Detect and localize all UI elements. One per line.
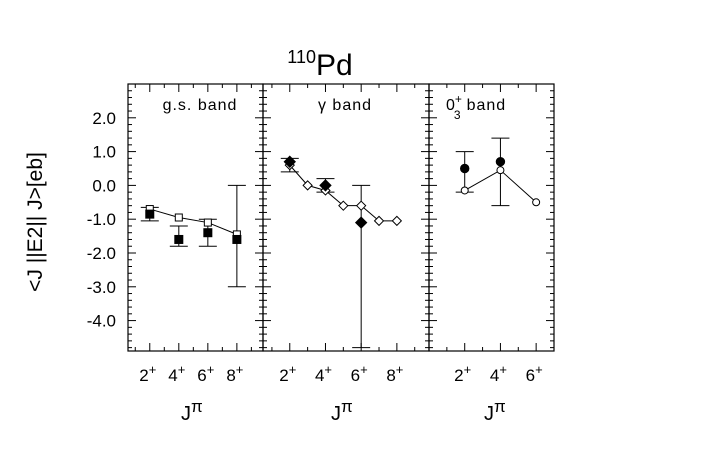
x-tick-label: 8+ xyxy=(386,362,403,385)
theory-point xyxy=(532,198,541,207)
x-tick-label: 2+ xyxy=(279,362,296,385)
x-tick-label-sup: + xyxy=(207,362,215,377)
experiment-point xyxy=(283,155,296,168)
experiment-point xyxy=(174,234,184,244)
x-tick-label: 2+ xyxy=(139,362,156,385)
experiment-point xyxy=(354,216,368,229)
y-tick-label: 0.0 xyxy=(92,176,116,195)
x-tick-label: 4+ xyxy=(490,362,507,385)
y-tick-label: 1.0 xyxy=(92,143,116,162)
y-tick-label: -1.0 xyxy=(87,210,116,229)
x-tick-label-sup: + xyxy=(396,362,404,377)
x-tick-label-sup: + xyxy=(360,362,368,377)
chart-title: 110Pd xyxy=(287,47,352,82)
x-tick-label-sup: + xyxy=(464,362,472,377)
panel-label-zero3-sub: 3 xyxy=(454,108,461,122)
theory-point xyxy=(174,213,183,222)
panel-label-gs: g.s. band xyxy=(163,97,238,114)
x-tick-label-sup: + xyxy=(499,362,507,377)
panel-label-zero3-sup: + xyxy=(455,92,462,106)
x-tick-label: 8+ xyxy=(226,362,243,385)
theory-point xyxy=(302,180,313,191)
panel-label-zero3-base: 0 xyxy=(446,97,455,114)
theory-line xyxy=(149,208,238,235)
experiment-point xyxy=(232,234,242,244)
experiment-point xyxy=(203,228,213,238)
title-mass-number: 110 xyxy=(287,47,316,67)
experiment-point xyxy=(319,179,332,192)
x-axis-label-gamma: Jπ xyxy=(331,397,353,425)
panel-gamma: 2+ 4+ 6+ 8+ xyxy=(262,83,430,385)
x-tick-label-sup: + xyxy=(324,362,332,377)
panel-gs: 2+ 4+ 6+ 8+ xyxy=(127,83,264,385)
panels: 2+ 4+ 6+ 8+ 2+ 4+ 6+ 8+ 2+ 4+ 6+ xyxy=(127,83,555,385)
theory-point xyxy=(460,186,469,195)
experiment-point xyxy=(460,163,470,174)
theory-point xyxy=(391,215,403,227)
x-tick-label-sup: + xyxy=(149,362,157,377)
y-tick-label: 2.0 xyxy=(92,109,116,128)
panel-label-zero3-rest: band xyxy=(467,97,507,114)
experiment-point xyxy=(145,209,155,219)
theory-point xyxy=(496,166,505,175)
panel-frame xyxy=(428,83,555,352)
theory-point xyxy=(203,218,212,227)
x-axis-label-zero3: Jπ xyxy=(484,397,506,425)
x-tick-label: 2+ xyxy=(454,362,471,385)
y-axis-label: <J ||E2|| J>[eb] xyxy=(24,152,47,292)
theory-line xyxy=(289,164,397,222)
y-tick-labels: 2.0 1.0 0.0 -1.0 -2.0 -3.0 -4.0 xyxy=(87,109,116,331)
x-tick-label-sup: + xyxy=(535,362,543,377)
x-tick-label: 4+ xyxy=(315,362,332,385)
title-element: Pd xyxy=(316,49,353,82)
x-tick-label: 6+ xyxy=(351,362,368,385)
theory-point xyxy=(338,200,349,211)
y-tick-label: -4.0 xyxy=(87,312,116,331)
x-tick-label-sup: + xyxy=(236,362,244,377)
theory-point xyxy=(373,215,385,227)
panel-label-zero3: 0+ 3 band xyxy=(446,92,506,122)
x-tick-label-sup: + xyxy=(178,362,186,377)
theory-point xyxy=(355,200,367,211)
x-tick-label: 4+ xyxy=(168,362,185,385)
panel-zero3: 2+ 4+ 6+ xyxy=(428,83,555,385)
x-tick-label: 6+ xyxy=(526,362,543,385)
y-tick-label: -3.0 xyxy=(87,278,116,297)
x-tick-label-sup: + xyxy=(289,362,297,377)
y-tick-label: -2.0 xyxy=(87,244,116,263)
x-tick-label: 6+ xyxy=(197,362,214,385)
experiment-point xyxy=(495,157,506,167)
panel-label-gamma: γ band xyxy=(318,97,372,114)
panel-frame xyxy=(262,83,430,352)
x-axis-label-gs: Jπ xyxy=(181,397,203,425)
